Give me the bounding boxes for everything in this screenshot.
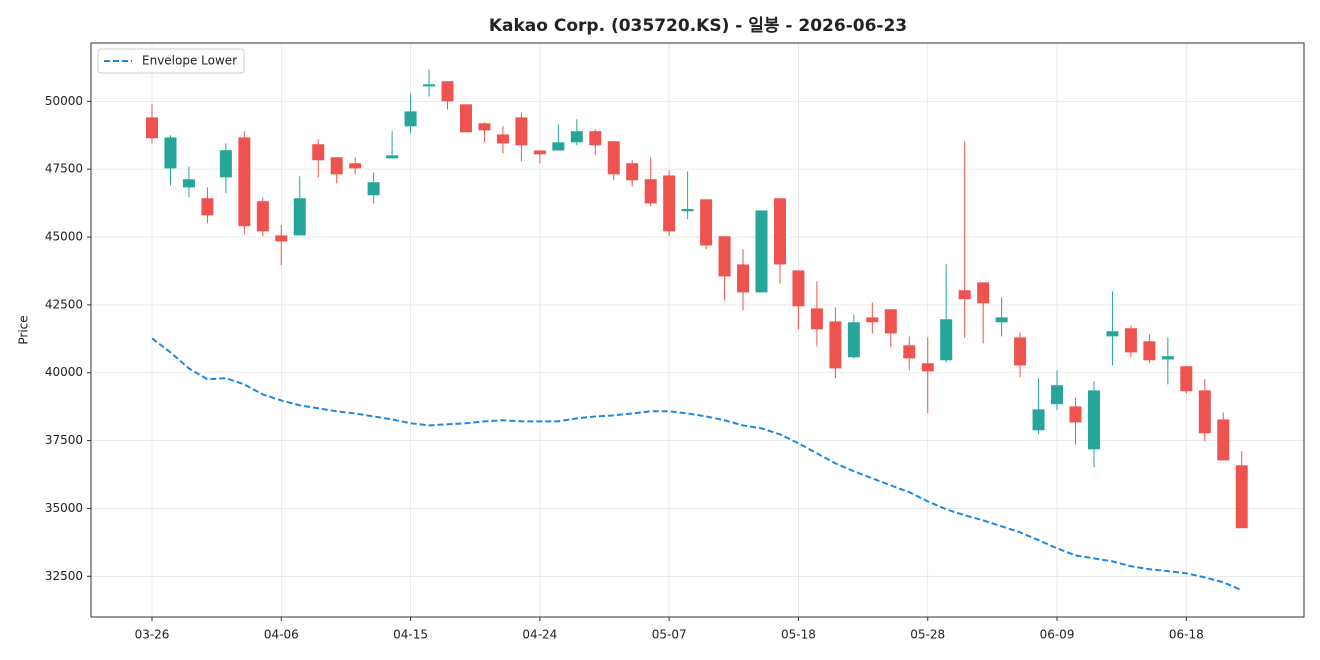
candle-body — [958, 290, 971, 300]
candle-body — [496, 134, 509, 144]
candle-body — [312, 144, 325, 161]
candle-body — [700, 199, 713, 246]
y-tick-label: 40000 — [45, 365, 83, 379]
candle-body — [515, 117, 528, 146]
y-tick-label: 42500 — [45, 297, 83, 311]
x-tick-label: 04-06 — [264, 628, 299, 642]
candle-body — [903, 345, 916, 359]
candle-body — [219, 150, 232, 178]
candle-body — [1143, 341, 1156, 361]
candle-body — [829, 321, 842, 369]
candle-body — [1106, 331, 1119, 337]
candle-body — [275, 235, 288, 242]
candle-body — [1032, 409, 1045, 431]
y-tick-label: 45000 — [45, 230, 83, 244]
candle-body — [718, 236, 731, 277]
candle-body — [607, 141, 620, 175]
x-tick-label: 03-26 — [135, 628, 170, 642]
candle-body — [182, 179, 195, 188]
candle-body — [681, 209, 694, 212]
candle-body — [977, 282, 990, 304]
x-tick-label: 06-09 — [1040, 628, 1075, 642]
candle-body — [995, 317, 1008, 323]
candle-body — [570, 131, 583, 143]
candle-body — [404, 111, 417, 127]
legend-box — [97, 48, 245, 74]
x-tick-label: 05-07 — [652, 628, 687, 642]
candle-body — [146, 117, 158, 139]
candle-body — [478, 123, 491, 131]
x-tick-label: 05-18 — [781, 628, 816, 642]
candle-body — [1217, 419, 1230, 461]
candle-body — [238, 137, 251, 227]
y-tick-label: 50000 — [45, 94, 83, 108]
y-tick-label: 32500 — [45, 569, 83, 583]
candle-body — [533, 150, 546, 155]
candle-body — [256, 201, 269, 232]
candle-body — [1198, 390, 1211, 434]
candle-body — [164, 137, 177, 169]
candle-body — [755, 210, 768, 293]
candle-body — [921, 363, 934, 372]
candle-body — [201, 198, 214, 216]
y-tick-label: 47500 — [45, 162, 83, 176]
chart-title: Kakao Corp. (035720.KS) - 일봉 - 2026-06-2… — [489, 16, 907, 36]
candle-body — [552, 142, 565, 151]
plot-frame — [90, 42, 1305, 618]
candle-body — [367, 182, 380, 196]
candle-body — [940, 319, 953, 361]
candle-body — [626, 163, 639, 181]
candle-body — [1014, 337, 1027, 366]
x-tick-label: 04-24 — [522, 628, 557, 642]
candle-body — [810, 308, 823, 330]
candle-body — [349, 163, 362, 169]
candle-body — [884, 309, 897, 334]
candle-body — [1161, 356, 1174, 360]
candle-body — [386, 155, 399, 159]
candle-body — [459, 104, 472, 133]
candle-body — [293, 198, 306, 236]
candle-body — [1069, 406, 1082, 423]
candle-body — [1235, 465, 1248, 529]
candle-body — [1124, 328, 1137, 353]
candle-body — [423, 84, 436, 87]
x-tick-label: 05-28 — [910, 628, 945, 642]
y-tick-label: 35000 — [45, 501, 83, 515]
x-tick-label: 06-18 — [1169, 628, 1204, 642]
candle-body — [847, 322, 860, 358]
candle-body — [1051, 385, 1064, 405]
candle-body — [1087, 390, 1100, 450]
envelope-line — [151, 337, 1243, 592]
candle-body — [737, 264, 750, 293]
candle-body — [792, 270, 805, 307]
candle-body — [589, 131, 602, 146]
candle-body — [773, 198, 786, 265]
x-tick-label: 04-15 — [393, 628, 428, 642]
candle-body — [441, 81, 454, 102]
candle-body — [330, 157, 343, 175]
candle-body — [1180, 366, 1193, 392]
candle-body — [663, 175, 676, 232]
candle-body — [644, 179, 657, 204]
candle-body — [866, 317, 879, 323]
y-tick-label: 37500 — [45, 433, 83, 447]
y-axis-label: Price — [17, 315, 31, 344]
legend-label: Envelope Lower — [142, 54, 237, 68]
